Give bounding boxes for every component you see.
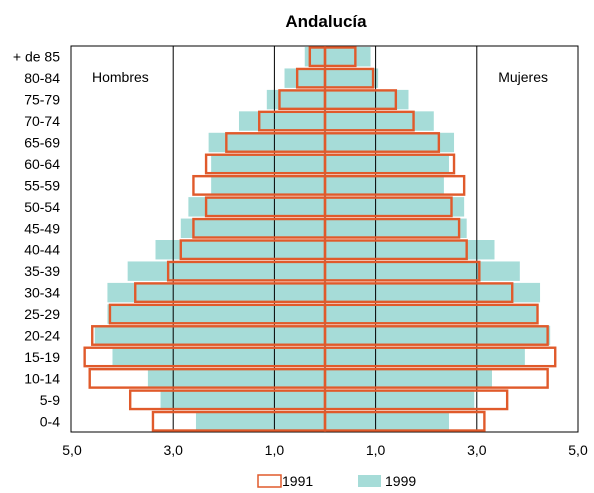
y-axis-labels: 0-4 5-9 10-14 15-19 20-24 25-29 30-34 35-39 40-4… [13,49,60,430]
bar-1999-women-65-69 [325,132,455,153]
bar-1991-women-40-44 [323,239,468,261]
y-tick-label: 60-64 [24,156,60,172]
bar-1999-women-55-59 [325,175,444,196]
bar-1991-women-15-19 [323,346,557,368]
bar-1991-women-65-69 [323,132,441,153]
y-tick-label: 45-49 [24,220,60,236]
bar-1999-men-75-79 [266,89,325,110]
legend-swatch-1999 [358,475,381,487]
bar-1999-women-60-64 [325,154,449,174]
bar-1991-women-60-64 [323,153,456,175]
y-tick-label: 10-14 [24,370,60,386]
bar-1999-men-50-54 [188,197,325,217]
y-tick-label: 50-54 [24,199,60,215]
bar-1999-women-5-9 [325,390,475,410]
y-tick-label: 20-24 [24,328,60,344]
y-tick-label: 15-19 [24,349,60,365]
bar-1999-men-60-64 [211,154,325,174]
y-tick-label: 65-69 [24,135,60,151]
bar-1999-men-+ de 85 [304,47,325,67]
bar-1999-men-15-19 [112,347,325,367]
y-tick-label: 75-79 [24,92,60,108]
y-tick-label: 0-4 [40,413,60,429]
bar-1999-women-40-44 [325,240,495,260]
x-tick-label: 5,0 [568,442,588,458]
bar-1999-women-80-84 [325,68,379,88]
bar-1999-women-+ de 85 [325,47,371,67]
bar-1991-women-45-49 [323,217,461,239]
chart-title: Andalucía [285,12,367,31]
bar-1999-men-0-4 [195,411,325,431]
legend-label-1999: 1999 [385,473,416,489]
bar-1999-men-80-84 [284,68,325,88]
bar-1999-men-70-74 [238,111,325,131]
bar-1999-men-20-24 [94,325,326,346]
bar-1991-women-30-34 [323,282,514,304]
x-tick-label: 1,0 [265,442,285,458]
x-tick-label: 5,0 [62,442,82,458]
bar-1999-men-65-69 [208,132,325,153]
bar-1999-men-5-9 [160,390,325,410]
y-tick-label: 30-34 [24,285,60,301]
bar-1999-men-40-44 [155,240,325,260]
bar-1999-women-70-74 [325,111,434,131]
y-tick-label: 70-74 [24,113,60,129]
y-tick-label: 5-9 [40,392,60,408]
bar-1999-men-45-49 [180,218,325,238]
bar-1999-women-50-54 [325,197,465,217]
series-1999-bars [94,47,551,431]
legend-swatch-1991 [257,474,282,488]
bar-1999-men-10-14 [147,368,325,389]
bar-1991-women-70-74 [323,110,415,132]
series-1991-bars [83,46,557,432]
x-tick-label: 3,0 [467,442,487,458]
left-group-label: Hombres [92,69,149,85]
bar-1991-women-5-9 [323,389,509,411]
right-group-label: Mujeres [498,69,548,85]
legend-label-1991: 1991 [282,473,313,489]
bar-1999-women-25-29 [325,304,538,324]
x-tick-label: 1,0 [366,442,386,458]
x-tick-label: 3,0 [163,442,183,458]
bar-1999-women-30-34 [325,282,541,303]
bar-1991-women-0-4 [323,410,486,432]
bar-1999-men-30-34 [107,282,325,303]
y-tick-label: 80-84 [24,70,60,86]
x-axis-labels: 5,0 3,0 1,0 1,0 3,0 5,0 [62,442,588,458]
bar-1991-women-55-59 [323,174,466,196]
bar-1999-women-10-14 [325,368,492,389]
bar-1999-women-75-79 [325,89,409,110]
y-tick-label: + de 85 [13,49,60,65]
bar-1999-men-25-29 [107,304,325,324]
bar-1991-women-75-79 [323,89,398,111]
bar-1991-women-20-24 [323,325,549,346]
bar-1991-women-25-29 [323,303,539,325]
bar-1991-women-50-54 [323,196,453,218]
bar-1999-men-35-39 [127,261,325,281]
bar-1999-women-15-19 [325,347,525,367]
y-tick-label: 40-44 [24,242,60,258]
legend: 1991 1999 [257,473,416,489]
y-tick-label: 25-29 [24,306,60,322]
bar-1999-women-35-39 [325,261,520,281]
y-tick-label: 35-39 [24,263,60,279]
y-tick-label: 55-59 [24,177,60,193]
bar-1999-women-20-24 [325,325,551,346]
bar-1999-women-0-4 [325,411,449,431]
bar-1991-women-10-14 [323,367,549,389]
bar-1991-women-35-39 [323,260,481,282]
bar-1991-women-80-84 [323,67,375,89]
bar-1991-women-+ de 85 [323,46,357,68]
bar-1999-women-45-49 [325,218,467,238]
plot-area [70,45,579,433]
bar-1999-men-55-59 [211,175,325,196]
